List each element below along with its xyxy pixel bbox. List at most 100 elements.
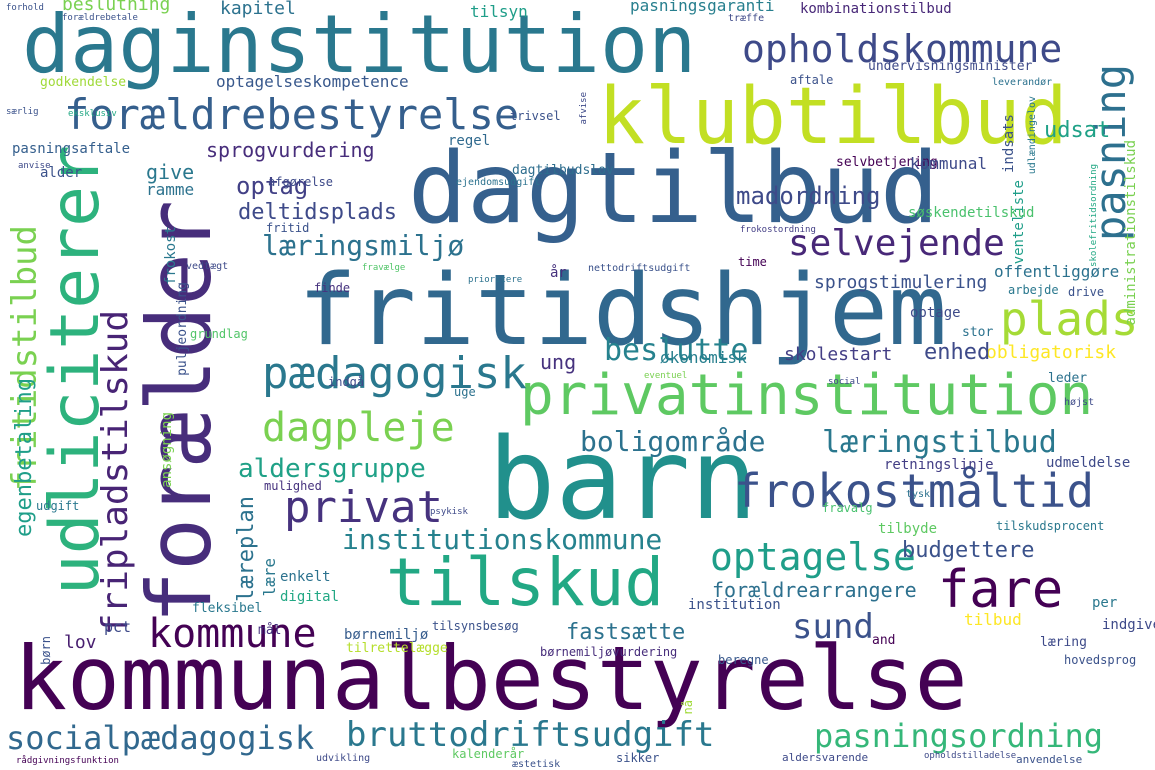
word-fravalg: fravalg <box>822 501 873 515</box>
word-trivsel: trivsel <box>510 109 561 123</box>
word-søskendetilskud: søskendetilskud <box>908 205 1035 221</box>
word-tilbyde: tilbyde <box>878 521 938 537</box>
word-alder: alder <box>40 165 83 181</box>
word-aftale: aftale <box>790 73 834 87</box>
word-indgå: indgå <box>328 375 365 389</box>
word-eventuel: eventuel <box>644 371 688 381</box>
word-sprogvurdering: sprogvurdering <box>206 138 375 162</box>
word-godkendelse: godkendelse <box>40 75 127 90</box>
word-afvise: afvise <box>579 92 589 125</box>
word-budgettere: budgettere <box>902 538 1035 563</box>
word-pct: pct <box>104 618 132 636</box>
word-frokost: frokost <box>163 226 179 286</box>
word-frokostmåltid: frokostmåltid <box>734 464 1095 518</box>
word-opholdstilladelse: opholdstilladelse <box>924 751 1017 761</box>
word-retningslinje: retningslinje <box>884 457 994 473</box>
word-selvejende: selvejende <box>788 223 1005 264</box>
word-puljeordning: puljeordning <box>175 282 190 376</box>
word-pasningsgaranti: pasningsgaranti <box>630 0 775 15</box>
word-tilbud: tilbud <box>964 610 1022 629</box>
word-kalenderår: kalenderår <box>452 747 525 761</box>
word-opholdskommune: opholdskommune <box>742 27 1063 71</box>
word-udvikling: udvikling <box>316 753 371 764</box>
word-ejendomsudgift: ejendomsudgift <box>456 177 541 188</box>
word-tilsynsbesøg: tilsynsbesøg <box>432 619 519 633</box>
word-pasningsordning: pasningsordning <box>814 717 1103 755</box>
word-institution: institution <box>688 597 781 613</box>
word-beslutte: beslutte <box>604 333 749 368</box>
word-optag: optag <box>236 172 309 200</box>
word-stor: stor <box>962 325 994 340</box>
word-klubtilbud: klubtilbud <box>598 72 1068 162</box>
word-forældrearrangere: forældrearrangere <box>712 578 917 602</box>
word-dagtilbud: dagtilbud <box>408 132 940 246</box>
word-kombinationstilbud: kombinationstilbud <box>800 1 952 17</box>
word-højst: højst <box>1064 397 1095 408</box>
word-udgift: udgift <box>36 499 80 513</box>
word-deltidsplads: deltidsplads <box>238 200 397 225</box>
word-anvise: anvise <box>18 161 51 171</box>
word-enhed: enhed <box>924 340 991 365</box>
word-tysk: tysk <box>906 489 931 500</box>
word-socialpædagogisk: socialpædagogisk <box>6 719 315 757</box>
word-skolestart: skolestart <box>784 344 893 365</box>
word-fastsætte: fastsætte <box>566 620 686 645</box>
word-finde: finde <box>314 281 351 295</box>
word-særlig: særlig <box>6 107 39 117</box>
word-ansøgning: ansøgning <box>159 412 175 488</box>
word-børn: børn <box>39 636 53 665</box>
word-grundlag: grundlag <box>190 327 248 341</box>
word-indgive: indgive <box>1102 617 1155 633</box>
word-nettodriftsudgift: nettodriftsudgift <box>588 263 691 274</box>
word-ramme: ramme <box>146 180 195 199</box>
word-børnemiljøvurdering: børnemiljøvurdering <box>540 645 678 659</box>
word-anvendelse: anvendelse <box>1016 753 1083 766</box>
word-per: per <box>1092 595 1118 611</box>
word-fravælge: fravælge <box>362 263 406 273</box>
word-rådgivningsfunktion: rådgivningsfunktion <box>16 756 119 766</box>
word-børnemiljø: børnemiljø <box>344 627 429 643</box>
word-hovedsprog: hovedsprog <box>1064 653 1137 667</box>
word-sikker: sikker <box>616 751 660 765</box>
word-indsats: indsats <box>1001 114 1017 174</box>
word-kommunal: kommunal <box>910 154 988 173</box>
word-år: år <box>550 265 567 281</box>
word-kommune: kommune <box>148 611 317 657</box>
word-forældrebetale: forældrebetale <box>62 13 138 23</box>
word-sund: sund <box>792 607 874 647</box>
word-beregne: beregne <box>718 653 769 667</box>
word-bruttodriftsudgift: bruttodriftsudgift <box>346 715 715 755</box>
word-regel: regel <box>448 133 491 149</box>
word-eksklusiv: eksklusiv <box>68 109 117 119</box>
word-mulighed: mulighed <box>264 479 322 493</box>
word-leder: leder <box>1048 371 1088 386</box>
word-fare: fare <box>938 560 1064 620</box>
word-økonomisk: økonomisk <box>660 348 747 367</box>
word-optage: optage <box>910 305 961 321</box>
word-pædagogisk: pædagogisk <box>262 348 527 399</box>
word-træffe: træffe <box>728 13 765 24</box>
word-plads: plads <box>1000 292 1139 346</box>
word-lov: lov <box>64 632 97 653</box>
word-enkelt: enkelt <box>280 569 331 585</box>
word-fritid: fritid <box>266 221 310 235</box>
word-dagpleje: dagpleje <box>262 405 455 451</box>
word-offentliggøre: offentliggøre <box>994 262 1120 281</box>
word-kommunalbestyrelse: kommunalbestyrelse <box>14 627 968 730</box>
word-leverandør: leverandør <box>992 77 1053 88</box>
word-tilskudsprocent: tilskudsprocent <box>996 519 1105 533</box>
word-and: and <box>872 633 896 648</box>
word-aldersgruppe: aldersgruppe <box>238 454 426 484</box>
word-venteliste: venteliste <box>1011 180 1027 265</box>
word-kapitel: kapitel <box>220 0 296 19</box>
word-psykisk: psykisk <box>430 507 468 517</box>
word-obligatorisk: obligatorisk <box>986 342 1117 363</box>
word-aldersvarende: aldersvarende <box>782 751 869 764</box>
word-madordning: madordning <box>736 182 881 210</box>
word-dagtilbudslov: dagtilbudslov <box>512 163 614 178</box>
word-arbejde: arbejde <box>1008 283 1059 297</box>
word-skolefritidsordning: skolefritidsordning <box>1089 164 1099 267</box>
word-læringstilbud: læringstilbud <box>822 425 1057 460</box>
word-optagelseskompetence: optagelseskompetence <box>216 72 409 91</box>
